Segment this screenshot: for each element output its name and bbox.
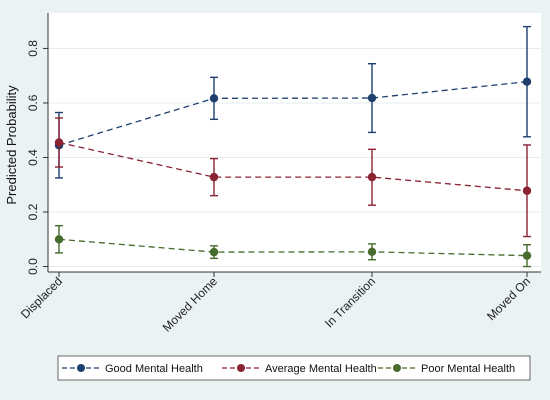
legend-swatch-marker-1: [237, 364, 245, 372]
plot-area: [48, 13, 541, 272]
legend: Good Mental Health Average Mental Health P…: [62, 363, 515, 375]
series-line-2: [58, 238, 528, 257]
series-1: [54, 117, 532, 238]
legend-label-1: Average Mental Health: [265, 363, 377, 375]
x-tick-label-3: Moved On: [484, 274, 533, 323]
legend-label-0: Good Mental Health: [105, 363, 203, 375]
data-point: [367, 172, 377, 182]
data-point: [522, 77, 532, 86]
legend-label-2: Poor Mental Health: [421, 363, 515, 375]
grid-lines: [48, 47, 541, 268]
data-point: [209, 94, 219, 103]
series-line-0: [58, 81, 528, 146]
y-tick-label-4: 0.8: [26, 40, 40, 57]
data-point: [522, 186, 532, 195]
series-line-1: [58, 141, 528, 192]
data-point: [522, 251, 532, 260]
series-2: [54, 224, 532, 268]
y-tick-label-3: 0.6: [26, 94, 40, 111]
y-tick-labels: 0.0 0.2 0.4 0.6 0.8: [26, 40, 40, 275]
data-point: [54, 138, 64, 147]
x-tick-label-2: In Transition: [322, 274, 378, 330]
axes: [43, 13, 541, 277]
legend-swatch-marker-2: [393, 364, 401, 372]
legend-swatch-marker-0: [77, 364, 85, 372]
x-tick-label-0: Displaced: [18, 274, 65, 321]
data-point: [367, 247, 377, 257]
y-axis-title: Predicted Probability: [4, 85, 19, 205]
series-layer: [54, 25, 532, 268]
x-tick-label-1: Moved Home: [160, 274, 221, 335]
data-point: [54, 235, 64, 244]
x-tick-labels: Displaced Moved Home In Transition Moved On: [18, 274, 533, 335]
data-point: [209, 247, 219, 257]
y-tick-label-0: 0.0: [26, 258, 40, 275]
legend-box: [57, 355, 531, 381]
y-tick-label-1: 0.2: [26, 203, 40, 220]
data-point: [367, 93, 377, 103]
y-tick-label-2: 0.4: [26, 149, 40, 166]
data-point: [209, 172, 219, 182]
